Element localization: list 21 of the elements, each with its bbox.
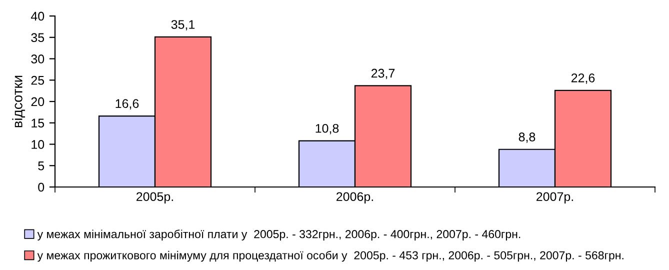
y-tick-label: 40 [30, 12, 44, 21]
data-label: 23,7 [371, 68, 395, 80]
y-tick-label: 30 [31, 54, 44, 64]
y-tick-label: 10 [32, 140, 44, 149]
data-label: 16,6 [116, 99, 139, 110]
y-axis-title: відсотки [12, 76, 26, 128]
x-tick-label: 2005р. [136, 192, 173, 204]
x-tick-label: 2006р. [336, 192, 373, 204]
y-tick-label: 35 [31, 33, 44, 42]
legend-label: у межах прожиткового мінімуму для процездатної особи у 2005р. - 453 грн., 2006р. - 505грн., 2007р. - 568грн. [37, 250, 624, 262]
legend-label: у межах мінімальної заробітної плати у 2005р. - 332грн., 2006р. - 400грн., 2007р. - 460грн. [37, 230, 520, 240]
data-label: 22,6 [571, 74, 595, 84]
y-tick-label: 25 [31, 76, 44, 85]
y-tick-label: 20 [31, 97, 44, 106]
data-label: 8,8 [518, 132, 536, 143]
data-label: 35,1 [171, 20, 195, 30]
y-tick-label: 15 [32, 118, 44, 128]
y-tick-label: 5 [38, 162, 44, 170]
y-tick-label: 0 [38, 182, 44, 192]
data-label: 10,8 [316, 124, 339, 134]
x-tick-label: 2007р. [536, 192, 573, 204]
